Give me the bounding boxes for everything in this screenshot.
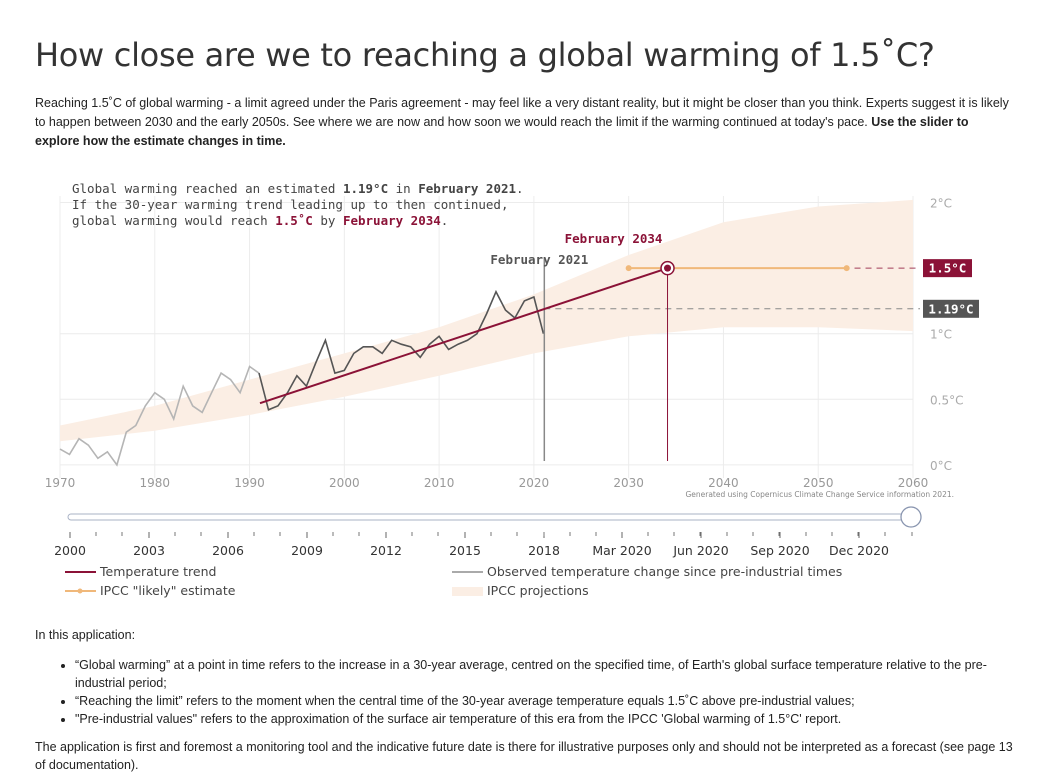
- ipcc-projection-band: [60, 199, 913, 442]
- x-tick-label: 2060: [898, 476, 929, 490]
- slider-tick-label: 2000: [54, 543, 86, 558]
- intro-slider-hint: Use the slider to explore how the estima…: [35, 115, 969, 148]
- y-tick-label: 2°C: [930, 197, 952, 211]
- legend-observed-label: Observed temperature change since pre-in…: [487, 564, 842, 579]
- x-tick-label: 2000: [329, 476, 360, 490]
- slider-ticks: 2000 2003 2006 2009 2012 2015 2018 Mar 2020 Jun …: [54, 532, 913, 558]
- annotation-line-3: global warming would reach 1.5˚C by Febr…: [72, 213, 448, 228]
- legend-trend-label: Temperature trend: [99, 564, 216, 579]
- y-axis: 0°C 0.5°C 1°C 2°C: [930, 197, 963, 473]
- current-value-badge: [923, 299, 979, 318]
- slider-tick-label: 2015: [449, 543, 481, 558]
- x-tick-label: 2010: [424, 476, 455, 490]
- source-note: Generated using Copernicus Climate Chang…: [685, 490, 954, 499]
- annotation-line-2: If the 30-year warming trend leading up …: [72, 197, 509, 212]
- likely-start-dot: [625, 265, 632, 272]
- likely-end-dot: [843, 265, 850, 272]
- slider-tick-label: 2018: [528, 543, 560, 558]
- legend-projections-label: IPCC projections: [487, 583, 589, 598]
- x-tick-label: 1990: [234, 476, 265, 490]
- slider-tick-label: Jun 2020: [672, 543, 728, 558]
- time-slider[interactable]: 2000 2003 2006 2009 2012 2015 2018 Mar 2020 Jun …: [0, 500, 1063, 560]
- x-tick-label: 1970: [45, 476, 76, 490]
- x-tick-label: 1980: [140, 476, 171, 490]
- slider-handle[interactable]: [900, 506, 922, 528]
- intro-text: Reaching 1.5˚C of global warming - a lim…: [35, 96, 1009, 129]
- trend-line: [259, 267, 668, 405]
- notes-section: In this application: “Global warming” at…: [35, 626, 1025, 774]
- x-tick-label: 2050: [803, 476, 834, 490]
- legend-likely-dot: [77, 588, 83, 594]
- slider-tick-label: Dec 2020: [829, 543, 889, 558]
- notes-item: “Reaching the limit” refers to the momen…: [75, 692, 1025, 710]
- notes-list: “Global warming” at a point in time refe…: [35, 656, 1025, 728]
- chart-annotation: Global warming reached an estimated 1.19…: [72, 181, 524, 228]
- notes-footer: The application is first and foremost a …: [35, 740, 1013, 772]
- notes-item: "Pre-industrial values" refers to the ap…: [75, 710, 1025, 728]
- x-tick-label: 2040: [708, 476, 739, 490]
- slider-tick-label: 2012: [370, 543, 402, 558]
- y-tick-label: 0.5°C: [930, 393, 963, 407]
- intro-paragraph: Reaching 1.5˚C of global warming - a lim…: [35, 94, 1010, 151]
- x-axis: 1970 1980 1990 2000 2010 2020 2030 2040 2050 2060: [45, 476, 929, 490]
- page-title: How close are we to reaching a global wa…: [35, 36, 935, 74]
- slider-tick-label: Mar 2020: [592, 543, 651, 558]
- slider-tick-label: 2009: [291, 543, 323, 558]
- observed-line-early: [59, 365, 260, 467]
- slider-track[interactable]: [67, 513, 915, 521]
- slider-tick-label: 2006: [212, 543, 244, 558]
- target-date-label: February 2034: [565, 231, 663, 246]
- chart-legend: Temperature trend IPCC "likely" estimate…: [65, 564, 842, 598]
- observed-line-recent: [258, 289, 545, 411]
- slider-tick-label: Sep 2020: [750, 543, 809, 558]
- slider-tick-label: 2003: [133, 543, 165, 558]
- legend-projections-swatch: [452, 587, 483, 596]
- x-tick-label: 2020: [519, 476, 550, 490]
- current-date-label: February 2021: [490, 252, 588, 267]
- notes-heading: In this application:: [35, 628, 136, 642]
- legend-likely-label: IPCC "likely" estimate: [100, 583, 236, 598]
- annotation-line-1: Global warming reached an estimated 1.19…: [72, 181, 524, 196]
- y-tick-label: 1°C: [930, 328, 952, 342]
- warming-chart: Global warming reached an estimated 1.19…: [45, 181, 979, 499]
- y-tick-label: 0°C: [930, 459, 952, 473]
- target-value-badge: [923, 259, 972, 278]
- target-value-badge-label: 1.5°C: [929, 261, 967, 276]
- current-value-badge-label: 1.19°C: [928, 301, 973, 316]
- notes-item: “Global warming” at a point in time refe…: [75, 656, 1025, 692]
- x-tick-label: 2030: [613, 476, 644, 490]
- chart-marks: February 2021 February 2034 1.5°C 1.19°C: [59, 231, 979, 467]
- target-dot: [664, 264, 672, 272]
